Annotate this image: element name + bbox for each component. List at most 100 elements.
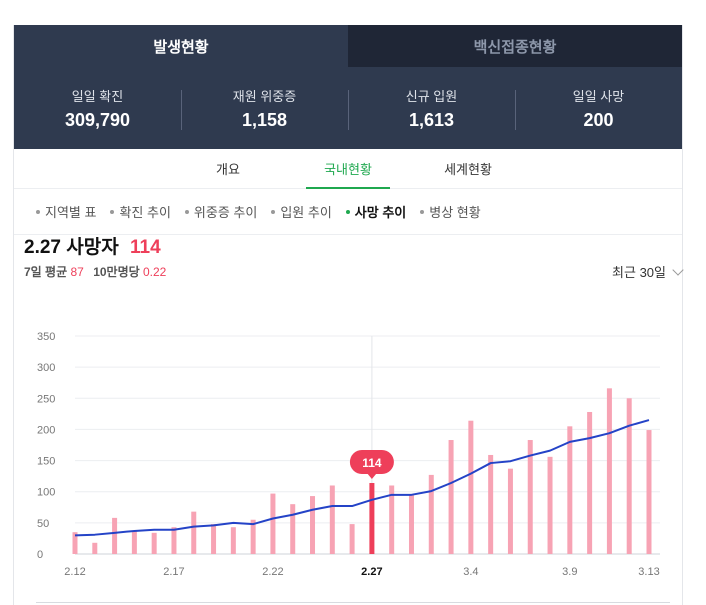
y-tick-label: 350 [37, 331, 55, 343]
y-tick-label: 250 [37, 393, 55, 405]
stats-summary: 일일 확진 309,790 재원 위중증 1,158 신규 입원 1,613 일… [14, 67, 682, 149]
bar [646, 430, 652, 554]
filter-bar: 지역별 표 확진 추이 위중증 추이 입원 추이 사망 추이 병상 현황 [14, 189, 682, 235]
tab-domestic[interactable]: 국내현황 [300, 149, 396, 189]
y-tick-label: 150 [37, 456, 55, 468]
bar [369, 482, 375, 554]
stat-label: 일일 확진 [71, 88, 124, 104]
sub-tabs: 개요 국내현황 세계현황 [14, 149, 682, 189]
bar [567, 426, 573, 554]
stat-label: 신규 입원 [405, 88, 458, 104]
death-trend-chart: 0 50 100 150 200 250 300 350 2.12 2.17 2.22 2.27 3.4… [37, 331, 660, 578]
range-dropdown[interactable]: 최근 30일 [612, 262, 684, 281]
stat-daily-confirmed: 일일 확진 309,790 [14, 86, 181, 131]
tooltip-pointer [366, 472, 377, 479]
bar [131, 531, 137, 554]
filter-label: 위중증 추이 [193, 205, 258, 220]
bar [72, 532, 78, 554]
bullet-icon [36, 209, 40, 214]
filter-label: 입원 추이 [280, 205, 332, 220]
range-label: 최근 30일 [612, 265, 666, 280]
per-label: 10만명당 [93, 265, 140, 279]
bullet-icon [110, 209, 115, 214]
bar [230, 527, 236, 554]
x-tick-label: 2.17 [163, 566, 184, 578]
x-tick-label: 3.4 [463, 566, 478, 578]
filter-regional-table[interactable]: 지역별 표 [36, 202, 96, 221]
top-tabs: 발생현황 백신접종현황 [14, 25, 682, 67]
x-tick-label: 2.27 [361, 566, 382, 578]
bullet-icon [345, 209, 350, 214]
filter-confirmed-trend[interactable]: 확진 추이 [110, 202, 171, 221]
filter-death-trend[interactable]: 사망 추이 [345, 202, 407, 221]
chart-subline: 7일 평균 87 10만명당 0.22 [24, 263, 172, 280]
stat-label: 재원 위중증 [232, 88, 297, 104]
stat-value: 309,790 [64, 109, 131, 130]
bar [507, 468, 513, 554]
filter-label: 사망 추이 [354, 205, 407, 220]
bar [626, 398, 632, 554]
bar [171, 527, 177, 554]
tab-overview[interactable]: 개요 [216, 162, 240, 177]
bar [290, 504, 296, 554]
stat-value: 1,613 [408, 109, 455, 130]
headline-label: 사망자 [66, 237, 119, 258]
stat-new-admissions: 신규 입원 1,613 [348, 86, 515, 131]
per-value: 0.22 [143, 265, 167, 279]
bar [408, 494, 414, 554]
bar [389, 485, 395, 554]
avg-label: 7일 평균 [24, 265, 68, 279]
tooltip-bubble [349, 449, 394, 474]
bar [349, 524, 355, 554]
filter-bed-status[interactable]: 병상 현황 [420, 202, 481, 221]
chart-headline: 2.27 사망자 114 [24, 232, 161, 259]
filter-critical-trend[interactable]: 위중증 추이 [184, 202, 258, 221]
bullet-icon [420, 209, 425, 214]
stat-value: 200 [583, 109, 614, 130]
filter-label: 지역별 표 [45, 205, 97, 220]
bar [488, 454, 494, 554]
chevron-down-icon [672, 263, 684, 276]
tooltip-label: 114 [362, 456, 382, 470]
bar [112, 517, 118, 554]
bar [211, 524, 217, 554]
filter-label: 확진 추이 [119, 205, 171, 220]
filter-admission-trend[interactable]: 입원 추이 [271, 202, 332, 221]
divider [36, 602, 670, 603]
x-tick-label: 2.12 [64, 566, 85, 578]
bar [587, 411, 593, 554]
tab-outbreak-status[interactable]: 발생현황 [14, 25, 348, 67]
stat-value: 1,158 [241, 109, 288, 130]
avg-value: 87 [70, 265, 84, 279]
filter-label: 병상 현황 [429, 205, 481, 220]
bar [329, 485, 335, 554]
bar [250, 519, 256, 554]
headline-date: 2.27 [24, 237, 61, 258]
bar [151, 532, 157, 554]
bar [606, 388, 612, 554]
stat-label: 일일 사망 [572, 88, 625, 104]
stat-daily-deaths: 일일 사망 200 [515, 86, 682, 131]
bar [547, 456, 553, 554]
bar [468, 420, 474, 554]
bar [527, 440, 533, 554]
stat-critical: 재원 위중증 1,158 [181, 86, 348, 131]
y-tick-label: 200 [37, 424, 55, 436]
y-tick-label: 50 [37, 518, 49, 530]
y-tick-label: 300 [37, 362, 55, 374]
y-tick-label: 100 [37, 487, 55, 499]
bullet-icon [271, 209, 276, 214]
x-tick-label: 2.22 [262, 566, 283, 578]
x-tick-label: 3.9 [562, 566, 577, 578]
y-tick-label: 0 [37, 549, 43, 561]
bar [448, 440, 454, 554]
tab-global[interactable]: 세계현황 [444, 162, 492, 177]
bar [92, 542, 98, 554]
x-tick-label: 3.13 [638, 566, 659, 578]
bar [191, 511, 197, 554]
covid-widget: 발생현황 백신접종현황 일일 확진 309,790 재원 위중증 1,158 신… [13, 25, 683, 605]
tab-vaccination-status[interactable]: 백신접종현황 [348, 25, 682, 67]
bar [428, 474, 434, 554]
bar [310, 496, 316, 554]
bullet-icon [184, 209, 189, 214]
